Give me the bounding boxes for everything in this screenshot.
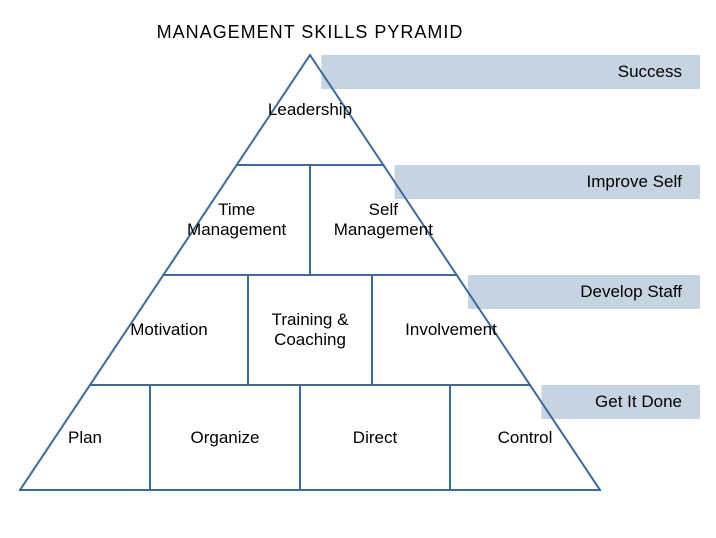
cell-1-0: Time Management: [163, 165, 310, 275]
cell-2-0: Motivation: [90, 275, 248, 385]
cell-3-1: Organize: [150, 385, 300, 490]
cell-2-1: Training & Coaching: [248, 275, 372, 385]
cell-1-1: Self Management: [310, 165, 457, 275]
cell-0-0: Leadership: [237, 55, 384, 165]
cell-3-2: Direct: [300, 385, 450, 490]
cell-3-0: Plan: [20, 385, 150, 490]
cell-2-2: Involvement: [372, 275, 530, 385]
cell-3-3: Control: [450, 385, 600, 490]
